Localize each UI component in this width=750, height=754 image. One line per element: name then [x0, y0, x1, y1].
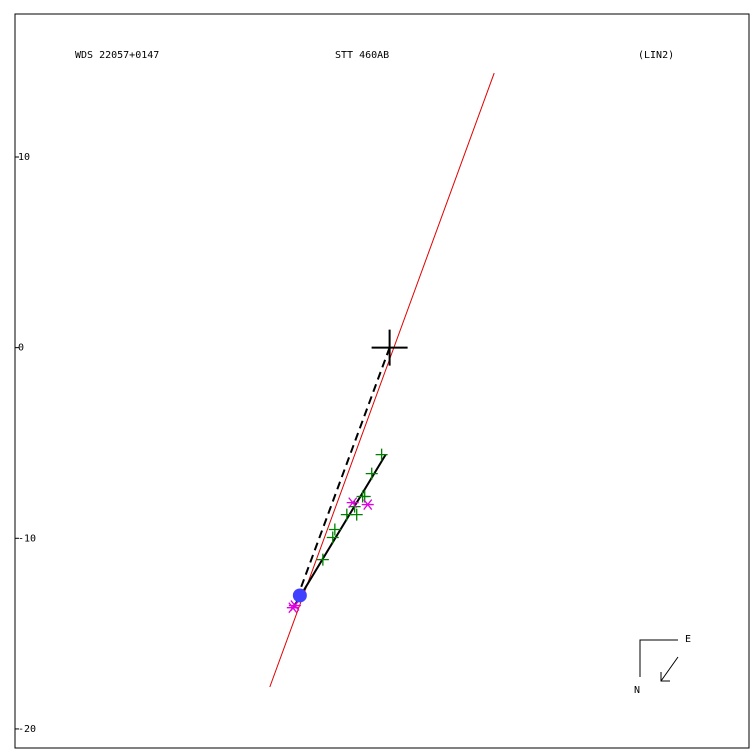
y-tick-label: -10: [18, 533, 36, 544]
point: [350, 508, 363, 521]
frame: [14, 13, 750, 749]
chart-title: WDS 22057+0147: [75, 50, 159, 61]
y-tick-label: 0: [18, 343, 24, 354]
compass-north: N: [634, 685, 640, 696]
point: [375, 448, 388, 461]
point: [346, 497, 359, 509]
chart-subtitle: STT 460AB: [335, 50, 389, 61]
point: [286, 602, 299, 614]
fit-line: [291, 453, 387, 610]
compass-axes: [639, 639, 678, 677]
point: [356, 490, 369, 503]
fit-line: [293, 347, 391, 606]
y-tick-label: 10: [18, 152, 30, 163]
annotation: (LIN2): [638, 50, 674, 61]
point: [328, 523, 341, 536]
compass: [639, 639, 679, 682]
point: [292, 588, 307, 603]
compass-east: E: [685, 634, 691, 645]
point: [365, 467, 378, 480]
point: [361, 499, 374, 510]
point: [326, 531, 339, 544]
primary-star: [371, 329, 408, 366]
compass-arrow: [660, 656, 679, 682]
y-tick-label: -20: [18, 724, 36, 735]
point: [316, 553, 329, 566]
